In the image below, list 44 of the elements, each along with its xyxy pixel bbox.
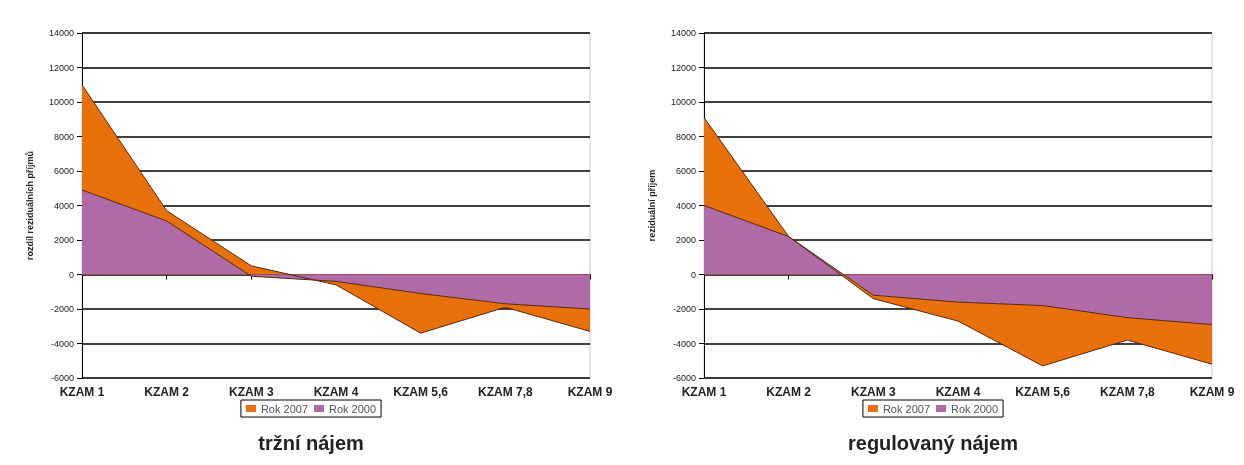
y-tick-label: 2000: [53, 235, 74, 245]
x-tick-label: KZAM 1: [681, 385, 727, 399]
x-tick-label: KZAM 9: [567, 385, 613, 399]
x-tick-label: KZAM 3: [851, 385, 896, 399]
y-axis-title: reziduální příjem: [646, 169, 657, 242]
y-axis-title: rozdíl reziduálních příjmů: [24, 150, 35, 261]
y-tick-label: 4000: [675, 200, 696, 211]
x-tick-label: KZAM 2: [144, 385, 190, 399]
y-tick-label: 8000: [675, 131, 696, 142]
y-tick-label: 12000: [48, 62, 74, 73]
x-tick-label: KZAM 5,6: [393, 385, 449, 399]
x-tick-label: KZAM 7,8: [477, 385, 533, 399]
y-tick-label: 6000: [675, 166, 696, 176]
x-tick-label: KZAM 4: [313, 385, 359, 399]
x-tick-label: KZAM 1: [59, 385, 105, 399]
y-tick-label: 2000: [675, 235, 696, 245]
y-tick-label: 14000: [48, 28, 74, 38]
text: regulovaný nájem: [847, 432, 1019, 454]
x-tick-label: KZAM 2: [766, 385, 812, 399]
x-tick-label: KZAM 7,8: [1099, 385, 1155, 399]
y-tick-label: -6000: [50, 373, 74, 383]
y-tick-label: 12000: [670, 62, 696, 73]
y-tick-label: 6000: [53, 166, 74, 176]
text: tržní nájem: [258, 432, 364, 454]
y-tick-label: 10000: [670, 97, 696, 107]
x-tick-label: KZAM 3: [229, 385, 274, 399]
legend-label: Rok 2007: [260, 402, 309, 415]
y-tick-label: -4000: [672, 338, 696, 349]
y-tick-label: -6000: [672, 373, 696, 383]
y-tick-label: 0: [690, 269, 696, 280]
y-tick-label: -4000: [50, 338, 74, 349]
y-tick-label: 8000: [53, 131, 74, 142]
legend-label: Rok 2000: [329, 402, 377, 415]
y-tick-label: -2000: [50, 304, 74, 314]
y-tick-label: 10000: [48, 97, 74, 107]
legend-label: Rok 2007: [882, 402, 931, 415]
y-tick-label: 4000: [53, 200, 74, 211]
legend-label: Rok 2000: [951, 402, 999, 415]
y-tick-label: 14000: [670, 28, 696, 38]
x-tick-label: KZAM 4: [935, 385, 981, 399]
y-tick-label: -2000: [672, 304, 696, 314]
x-tick-label: KZAM 5,6: [1015, 385, 1071, 399]
x-tick-label: KZAM 9: [1189, 385, 1235, 399]
y-tick-label: 0: [68, 269, 74, 280]
